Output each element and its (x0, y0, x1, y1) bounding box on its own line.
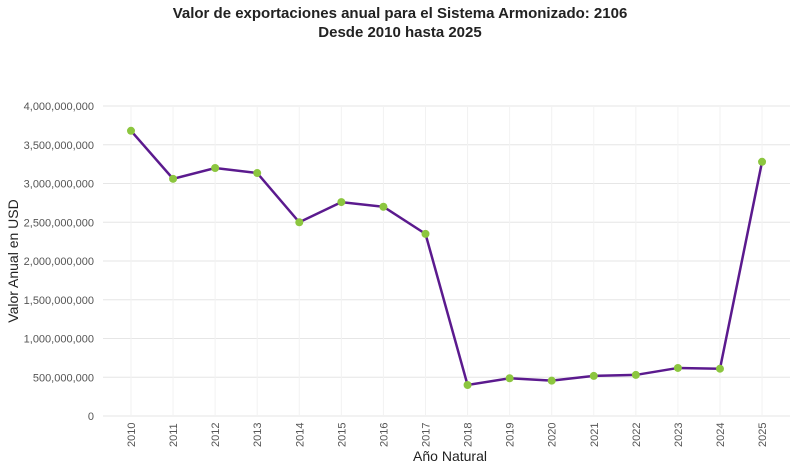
data-point-2017 (421, 229, 430, 238)
y-tick-label: 500,000,000 (33, 372, 94, 384)
data-point-2018 (463, 381, 472, 389)
data-point-2015 (337, 198, 346, 207)
y-tick-label: 1,500,000,000 (24, 295, 94, 307)
data-point-2012 (211, 164, 220, 172)
x-tick-label: 2018 (463, 423, 475, 447)
data-point-2016 (379, 202, 388, 211)
x-tick-label: 2012 (210, 423, 222, 447)
y-tick-label: 2,500,000,000 (24, 217, 94, 229)
data-point-2023 (673, 363, 682, 372)
data-point-2010 (127, 126, 135, 135)
x-tick-label: 2022 (631, 423, 643, 447)
series-line (130, 129, 764, 387)
data-point-2020 (547, 376, 556, 385)
data-point-2013 (253, 169, 262, 178)
x-tick-label: 2010 (126, 423, 138, 447)
y-tick-label: 0 (88, 411, 94, 423)
data-point-2024 (715, 364, 724, 373)
y-tick-label: 1,000,000,000 (24, 334, 94, 346)
x-tick-label: 2011 (168, 423, 180, 447)
y-tick-label: 2,000,000,000 (24, 256, 94, 268)
x-tick-label: 2019 (505, 423, 517, 447)
x-tick-label: 2021 (589, 423, 601, 447)
data-point-2025 (758, 157, 767, 166)
data-point-2011 (169, 174, 178, 183)
x-tick-label: 2020 (547, 423, 559, 447)
chart-title: Valor de exportaciones anual para el Sis… (172, 5, 628, 22)
y-tick-label: 3,500,000,000 (24, 140, 94, 152)
data-point-2019 (505, 374, 514, 383)
data-point-2022 (631, 370, 640, 379)
x-tick-label: 2017 (420, 423, 432, 447)
y-tick-label: 3,000,000,000 (24, 179, 94, 191)
x-tick-label: 2015 (336, 423, 348, 447)
y-tick-label: 4,000,000,000 (24, 101, 94, 113)
chart-subtitle: Desde 2010 hasta 2025 (318, 24, 482, 41)
x-tick-label: 2013 (252, 423, 264, 447)
x-axis-label: Año Natural (413, 448, 487, 464)
y-axis-label: Valor Anual en USD (5, 199, 21, 322)
x-tick-label: 2014 (294, 423, 306, 447)
x-tick-label: 2025 (757, 423, 769, 447)
data-point-2021 (589, 371, 598, 380)
x-tick-label: 2023 (673, 423, 685, 447)
data-point-2014 (295, 218, 304, 227)
x-tick-label: 2024 (715, 423, 727, 447)
x-tick-label: 2016 (378, 423, 390, 447)
